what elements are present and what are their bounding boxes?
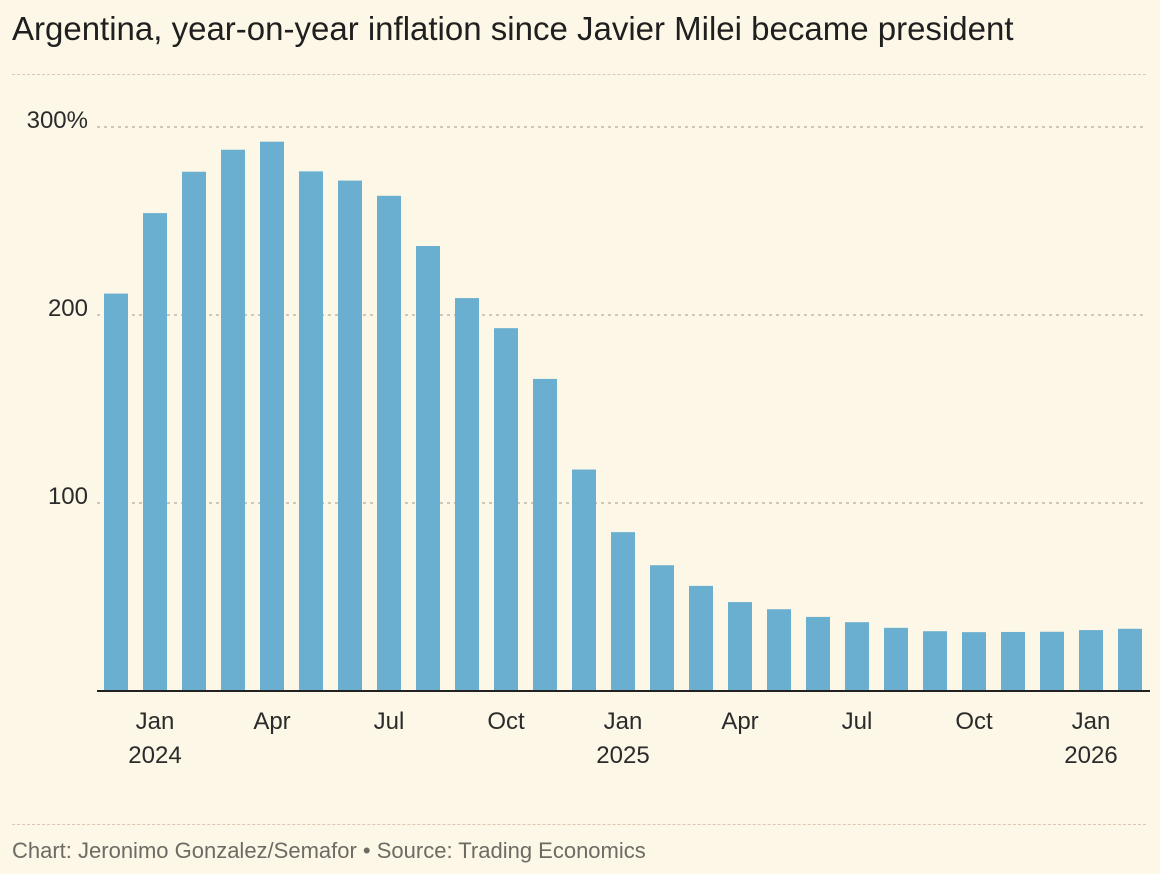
bar-aug-2024 [416,246,440,691]
x-tick-month-label: Jul [374,708,405,735]
bar-mar-2025 [689,585,713,691]
x-tick-month-label: Jan [604,708,643,735]
bar-feb-2026 [1118,628,1142,691]
x-tick-month-label: Apr [253,708,290,735]
y-tick-labels: 300% 200 100 [27,107,88,510]
bar-apr-2024 [260,141,284,691]
y-tick-label: 200 [48,295,88,322]
bar-jul-2024 [377,195,401,692]
bar-jul-2025 [845,622,869,691]
top-divider [12,74,1146,75]
x-tick-month-label: Jan [1072,708,1111,735]
bar-jan-2025 [611,532,635,691]
bar-dec-2025 [1040,631,1064,691]
x-tick-year-label: 2025 [596,742,649,769]
bar-sep-2025 [923,631,947,691]
chart-credit: Chart: Jeronimo Gonzalez/Semafor • Sourc… [12,838,646,863]
bar-feb-2024 [182,171,206,691]
y-tick-label: 300% [27,107,88,134]
bar-apr-2025 [728,602,752,691]
bar-jun-2024 [338,180,362,691]
x-tick-month-label: Oct [955,708,993,735]
bar-oct-2024 [494,328,518,691]
bar-mar-2024 [221,149,245,692]
bar-nov-2024 [533,378,557,691]
x-tick-month-label: Apr [721,708,758,735]
bar-may-2024 [299,171,323,692]
bar-nov-2025 [1001,631,1025,691]
bars [104,141,1142,692]
y-tick-label: 100 [48,483,88,510]
x-tick-month-label: Oct [487,708,525,735]
x-tick-month-label: Jul [842,708,873,735]
bottom-divider [12,824,1146,825]
bar-jan-2024 [143,213,167,691]
chart-title: Argentina, year-on-year inflation since … [12,10,1014,47]
bar-feb-2025 [650,565,674,691]
bar-oct-2025 [962,632,986,691]
bar-jun-2025 [806,616,830,691]
bar-aug-2025 [884,627,908,691]
bar-jan-2026 [1079,630,1103,691]
bar-may-2025 [767,609,791,691]
x-tick-year-label: 2026 [1064,742,1117,769]
bar-dec-2024 [572,469,596,691]
x-tick-year-label: 2024 [128,742,181,769]
bar-sep-2024 [455,298,479,691]
x-tick-month-label: Jan [136,708,175,735]
gridlines [97,126,1143,504]
bar-dec-2023 [104,293,128,691]
x-tick-labels: Jan 2024 Apr Jul Oct Jan 2025 Apr Jul Oct Jan 2026 [128,708,1117,769]
